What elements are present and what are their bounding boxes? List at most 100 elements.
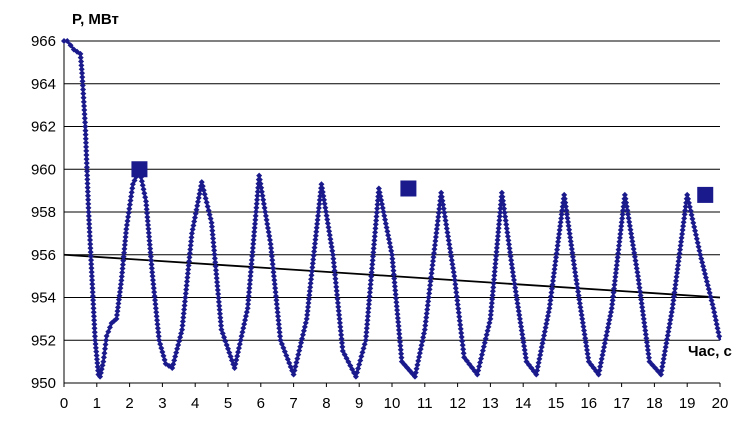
- series-point: [322, 204, 329, 211]
- series-point: [644, 346, 651, 353]
- y-axis-title: P, МВт: [72, 11, 119, 28]
- series-point: [142, 194, 149, 201]
- series-point: [581, 331, 588, 338]
- series-point: [244, 305, 251, 312]
- series-point: [102, 341, 109, 348]
- series-point: [459, 338, 466, 345]
- series-point: [643, 335, 650, 342]
- series-point: [452, 285, 459, 292]
- series-point: [186, 250, 193, 257]
- series-point: [488, 300, 495, 307]
- series-point: [642, 331, 649, 338]
- x-tick-label: 19: [679, 395, 696, 412]
- series-point: [251, 224, 258, 231]
- series-point: [671, 289, 678, 296]
- series-point: [496, 217, 503, 224]
- series-point: [544, 312, 551, 319]
- series-point: [645, 354, 652, 361]
- series-point: [677, 246, 684, 253]
- series-point: [432, 234, 439, 241]
- series-point: [89, 293, 96, 300]
- series-point: [366, 289, 373, 296]
- power-series: [61, 38, 723, 380]
- series-point: [301, 323, 308, 330]
- series-point: [336, 319, 343, 326]
- series-point: [308, 268, 315, 275]
- series-point: [490, 284, 497, 291]
- series-point: [153, 313, 160, 320]
- series-point: [623, 203, 630, 210]
- series-point: [453, 293, 460, 300]
- series-point: [149, 269, 156, 276]
- series-point: [489, 296, 496, 303]
- series-point: [607, 312, 614, 319]
- series-point: [214, 286, 221, 293]
- series-point: [144, 210, 151, 217]
- series-point: [368, 269, 375, 276]
- series-point: [548, 285, 555, 292]
- series-point: [582, 339, 589, 346]
- series-point: [116, 288, 123, 295]
- series-point: [557, 223, 564, 230]
- series-point: [443, 225, 450, 232]
- series-point: [521, 346, 528, 353]
- series-point: [292, 363, 299, 370]
- series-point: [385, 236, 392, 243]
- series-point: [667, 316, 674, 323]
- series-point: [488, 304, 495, 311]
- series-point: [87, 249, 94, 256]
- series-point: [210, 235, 217, 242]
- series-point: [433, 229, 440, 236]
- series-point: [208, 219, 215, 226]
- series-point: [630, 242, 637, 249]
- x-tick-label: 11: [417, 395, 433, 412]
- series-point: [488, 307, 495, 314]
- series-point: [392, 287, 399, 294]
- series-point: [480, 343, 487, 350]
- series-point: [690, 219, 697, 226]
- series-point: [615, 246, 622, 253]
- series-point: [246, 281, 253, 288]
- series-point: [395, 323, 402, 329]
- series-point: [579, 315, 586, 322]
- series-point: [630, 246, 637, 253]
- series-point: [94, 363, 101, 370]
- series-point: [610, 289, 617, 296]
- series-point: [338, 335, 345, 342]
- series-point: [180, 310, 187, 317]
- series-point: [515, 304, 522, 311]
- series-point: [577, 304, 584, 311]
- series-point: [622, 195, 629, 202]
- series-point: [213, 275, 220, 282]
- series-point: [562, 199, 569, 206]
- series-point: [395, 319, 402, 326]
- series-point: [431, 242, 438, 249]
- series-point: [309, 260, 316, 267]
- series-point: [324, 220, 331, 227]
- series-point: [533, 371, 540, 378]
- series-point: [621, 191, 628, 198]
- series-point: [553, 250, 560, 257]
- series-point: [620, 203, 627, 210]
- series-point: [616, 238, 623, 245]
- series-point: [456, 313, 463, 320]
- series-point: [649, 361, 656, 368]
- series-point: [570, 257, 577, 264]
- series-point: [688, 211, 695, 218]
- series-point: [210, 243, 217, 250]
- x-tick-label: 12: [449, 395, 466, 412]
- series-point: [565, 218, 572, 225]
- series-point: [188, 238, 195, 245]
- series-point: [494, 233, 501, 240]
- series-point: [186, 254, 193, 261]
- series-point: [616, 234, 623, 241]
- series-point: [396, 330, 403, 337]
- series-point: [113, 312, 120, 319]
- series-point: [460, 346, 467, 353]
- series-point: [565, 222, 572, 229]
- series-point: [389, 251, 395, 258]
- series-point: [82, 139, 89, 146]
- series-point: [250, 236, 257, 243]
- series-point: [239, 329, 246, 336]
- series-point: [151, 293, 158, 300]
